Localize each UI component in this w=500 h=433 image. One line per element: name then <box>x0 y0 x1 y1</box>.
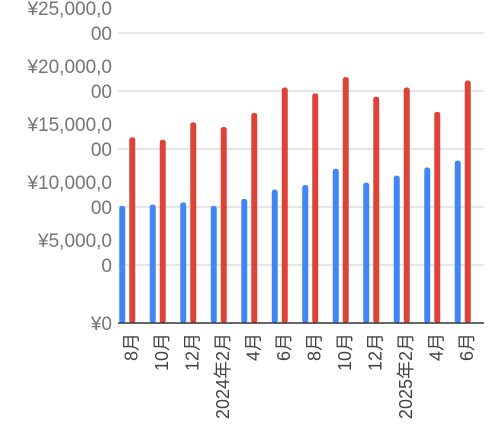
bar-series-1 <box>119 205 126 323</box>
bar-series-2 <box>373 96 380 323</box>
bar-series-1 <box>180 202 187 323</box>
bar-series-2 <box>281 87 288 324</box>
y-tick-label-line: ¥20,000,0 <box>26 57 112 78</box>
y-tick-label-line: 00 <box>91 140 112 161</box>
y-tick-label-line: ¥0 <box>90 314 112 335</box>
x-tick-label: 10月 <box>335 333 355 371</box>
bar-series-2 <box>251 113 258 323</box>
bars <box>119 77 471 324</box>
bar-series-1 <box>241 198 248 323</box>
y-axis-ticks: ¥0¥5,000,0 0¥10,000,0 00¥15,000,0 00¥20,000… <box>26 0 112 335</box>
bar-series-2 <box>342 77 349 323</box>
y-tick-label: ¥0 <box>90 314 112 335</box>
bar-series-1 <box>332 168 339 323</box>
bar-series-1 <box>149 204 156 323</box>
x-tick-label: 6月 <box>274 333 294 361</box>
x-tick-label: 2024年2月 <box>213 333 233 419</box>
x-tick-label: 8月 <box>121 333 141 361</box>
y-tick-label: ¥10,000,0 00 <box>26 173 112 219</box>
bar-series-1 <box>271 189 278 323</box>
bar-series-2 <box>464 80 471 323</box>
y-tick-label: ¥15,000,0 00 <box>26 115 112 161</box>
bar-series-1 <box>302 184 309 323</box>
x-tick-label: 4月 <box>243 333 263 361</box>
x-tick-label: 12月 <box>182 333 202 371</box>
y-tick-label: ¥5,000,0 0 <box>37 231 112 277</box>
bar-series-2 <box>434 111 441 323</box>
bar-series-2 <box>312 93 319 323</box>
bar-series-1 <box>363 182 370 323</box>
y-tick-label-line: ¥10,000,0 <box>26 173 112 194</box>
bar-series-2 <box>403 87 410 324</box>
bar-series-2 <box>190 122 197 323</box>
bar-series-2 <box>220 126 227 324</box>
bar-series-1 <box>454 160 461 323</box>
y-tick-label-line: ¥5,000,0 <box>37 231 112 252</box>
y-tick-label-line: ¥15,000,0 <box>26 115 112 136</box>
y-tick-label-line: 00 <box>91 198 112 219</box>
bar-series-2 <box>129 137 136 323</box>
bar-series-2 <box>159 139 166 323</box>
y-tick-label: ¥20,000,0 00 <box>26 57 112 103</box>
bar-series-1 <box>393 175 400 323</box>
bar-series-1 <box>424 167 431 323</box>
x-tick-label: 10月 <box>152 333 172 371</box>
x-tick-label: 2025年2月 <box>396 333 416 419</box>
y-tick-label-line: ¥25,000,0 <box>26 0 112 20</box>
x-tick-label: 4月 <box>426 333 446 361</box>
x-tick-label: 8月 <box>304 333 324 361</box>
bar-series-1 <box>210 205 217 323</box>
x-tick-label: 12月 <box>365 333 385 371</box>
gridlines <box>118 32 484 266</box>
x-tick-label: 6月 <box>457 333 477 361</box>
y-tick-label-line: 0 <box>101 256 112 277</box>
y-tick-label: ¥25,000,0 00 <box>26 0 112 45</box>
y-tick-label-line: 00 <box>91 82 112 103</box>
y-tick-label-line: 00 <box>91 24 112 45</box>
x-axis-ticks: 8月 10月 12月 2024年2月 4月 6月 8月 10月 12月 2025年2月 4月 6月 <box>121 333 477 419</box>
